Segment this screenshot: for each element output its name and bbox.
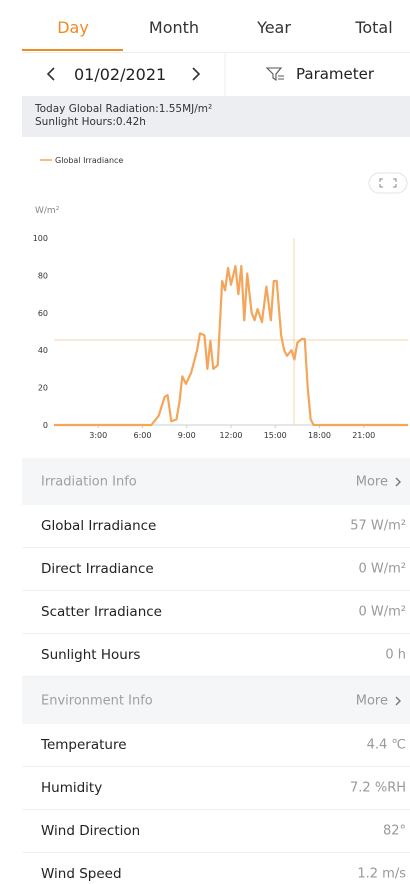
parameter-button[interactable]: Parameter	[296, 65, 375, 83]
info-row: Temperature 4.4 ℃	[22, 724, 410, 767]
more-link[interactable]: More	[355, 474, 388, 489]
chevron-path	[395, 696, 401, 705]
row-value: 7.2 %RH	[350, 780, 406, 796]
row-value: 0 W/m²	[358, 561, 406, 577]
section-header: Irradiation Info More	[22, 458, 410, 505]
tab[interactable]: Total	[355, 18, 393, 37]
row-label: Direct Irradiance	[41, 561, 154, 577]
tab[interactable]: Month	[148, 18, 200, 37]
chart-panel: Global Irradiance W/m² 0 20 40 60 80 100 3:00 6…	[22, 137, 410, 458]
chevron-path	[395, 477, 401, 486]
row-label: Global Irradiance	[41, 518, 157, 534]
legend-label: Global Irradiance	[55, 156, 123, 165]
x-tick-label: 18:00	[308, 431, 331, 440]
summary-line: Sunlight Hours:0.42h	[35, 116, 146, 128]
info-row: Wind Speed 1.2 m/s	[22, 853, 410, 884]
line-series	[54, 264, 408, 427]
tab[interactable]: Year	[257, 18, 291, 37]
summary-line: Today Global Radiation:1.55MJ/m²	[35, 103, 213, 115]
prev-arrow[interactable]	[46, 67, 55, 81]
filter-icon[interactable]	[265, 67, 284, 82]
tab-underline	[22, 49, 123, 51]
row-value: 0 h	[385, 647, 406, 663]
x-tick-label: 15:00	[264, 431, 287, 440]
section-title: Irradiation Info	[41, 474, 137, 489]
expand-icon	[379, 178, 397, 188]
row-label: Wind Direction	[41, 823, 141, 839]
info-list: Irradiation Info More Global Irradiance 57 …	[22, 458, 410, 884]
row-label: Sunlight Hours	[41, 647, 141, 663]
next-arrow[interactable]	[192, 67, 201, 81]
tab[interactable]: Day	[57, 18, 89, 37]
section-title: Environment Info	[41, 693, 153, 708]
x-tick-label: 12:00	[219, 431, 242, 440]
y-tick-label: 40	[38, 346, 48, 355]
y-axis-label: W/m²	[35, 206, 60, 216]
row-value: 1.2 m/s	[357, 866, 406, 882]
info-row: Wind Direction 82°	[22, 810, 410, 853]
info-row: Humidity 7.2 %RH	[22, 767, 410, 810]
summary-banner: Today Global Radiation:1.55MJ/m² Sunligh…	[22, 96, 410, 137]
x-tick-label: 6:00	[134, 431, 152, 440]
info-row: Sunlight Hours 0 h	[22, 634, 410, 677]
date[interactable]: 01/02/2021	[74, 65, 167, 84]
row-value: 82°	[382, 823, 406, 839]
more-chevron[interactable]	[394, 476, 402, 488]
y-tick-label: 100	[33, 234, 48, 243]
info-row: Scatter Irradiance 0 W/m²	[22, 591, 410, 634]
more-chevron[interactable]	[394, 695, 402, 707]
x-tick-label: 3:00	[89, 431, 107, 440]
row-value: 0 W/m²	[358, 604, 406, 620]
row-value: 57 W/m²	[350, 518, 406, 534]
more-link[interactable]: More	[355, 693, 388, 708]
y-tick-label: 0	[43, 421, 48, 430]
info-row: Direct Irradiance 0 W/m²	[22, 548, 410, 591]
date-row: 01/02/2021 Parameter	[22, 52, 410, 96]
row-label: Humidity	[41, 780, 103, 796]
chart: Global Irradiance W/m² 0 20 40 60 80 100 3:00 6…	[33, 156, 408, 440]
date-icons	[46, 53, 284, 96]
tab-bar: Day Month Year Total	[22, 0, 410, 52]
y-tick-label: 20	[38, 384, 48, 393]
info-row: Global Irradiance 57 W/m²	[22, 505, 410, 548]
row-label: Temperature	[41, 737, 127, 753]
expand-button[interactable]	[368, 172, 408, 194]
row-value: 4.4 ℃	[366, 737, 406, 753]
row-label: Wind Speed	[41, 866, 122, 882]
y-tick-label: 60	[38, 309, 48, 318]
x-tick-label: 21:00	[352, 431, 375, 440]
row-label: Scatter Irradiance	[41, 604, 162, 620]
x-tick-label: 9:00	[178, 431, 196, 440]
app: Day Month Year Total 01/02/2021 Paramete…	[22, 0, 410, 884]
section-header: Environment Info More	[22, 677, 410, 724]
y-tick-label: 80	[38, 271, 48, 280]
